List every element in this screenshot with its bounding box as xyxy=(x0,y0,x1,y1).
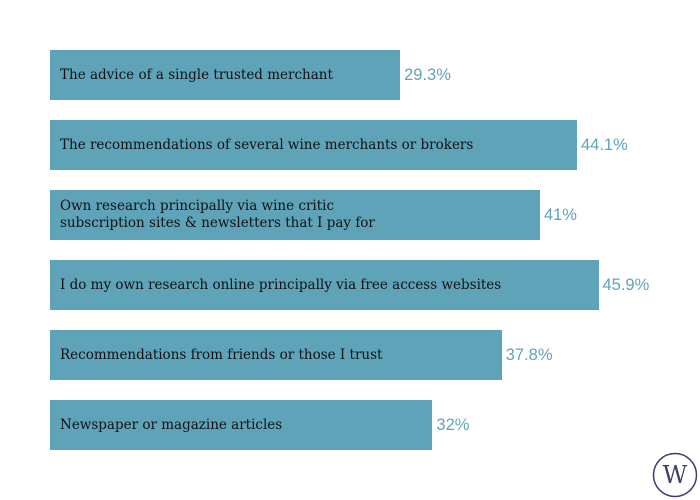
bar xyxy=(50,400,433,450)
logo-icon: W xyxy=(652,452,698,498)
bar-value-label: 29.3% xyxy=(404,65,451,84)
bar-category-label: Own research principally via wine critic… xyxy=(60,198,375,231)
bar-value-label: 44.1% xyxy=(580,135,628,154)
bar-category-label: Newspaper or magazine articles xyxy=(60,416,283,433)
bar-value-label: 37.8% xyxy=(505,345,553,364)
bar-value-label: 41% xyxy=(543,205,577,224)
bar-category-label: I do my own research online principally … xyxy=(60,276,502,293)
svg-text:W: W xyxy=(663,461,688,489)
bar xyxy=(50,50,401,100)
bar-value-label: 32% xyxy=(436,415,470,434)
bar-category-label: The recommendations of several wine merc… xyxy=(60,136,474,153)
bar-category-label: Recommendations from friends or those I … xyxy=(60,346,383,363)
bar xyxy=(50,260,599,310)
bar-category-label: The advice of a single trusted merchant xyxy=(60,66,333,83)
bar xyxy=(50,190,540,240)
bar xyxy=(50,120,577,170)
bar xyxy=(50,330,502,380)
bar-value-label: 45.9% xyxy=(602,275,650,294)
